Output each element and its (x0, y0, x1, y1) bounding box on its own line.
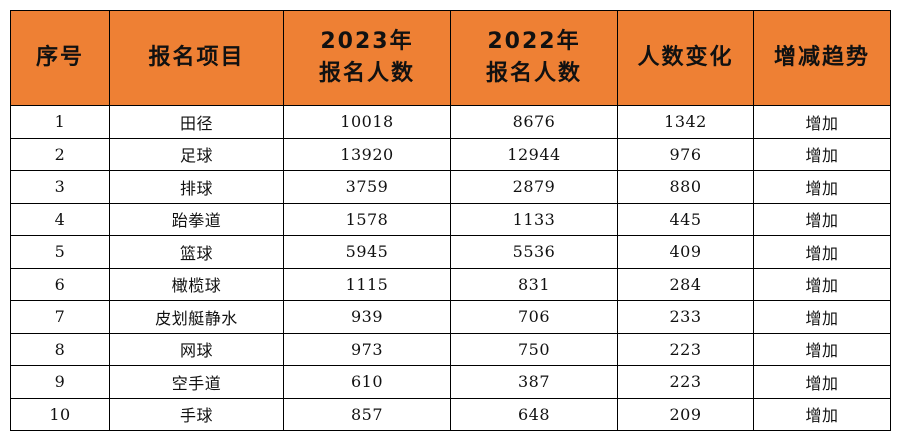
count-2022-cell: 8676 (450, 105, 618, 139)
index-cell: 5 (10, 235, 110, 269)
table-row: 1 田径 10018 8676 1342 增加 (10, 105, 891, 139)
header-cell-2022: 2022年报名人数 (450, 10, 618, 106)
index-cell: 2 (10, 137, 110, 171)
count-2022-cell: 387 (450, 365, 618, 399)
change-cell: 445 (617, 202, 754, 236)
count-2023-cell: 5945 (283, 235, 451, 269)
count-2023-cell: 857 (283, 397, 451, 431)
table-row: 2 足球 13920 12944 976 增加 (10, 137, 891, 171)
index-cell: 4 (10, 202, 110, 236)
count-2023-cell: 1578 (283, 202, 451, 236)
index-cell: 8 (10, 332, 110, 366)
header-text-line2: 报名人数 (485, 61, 582, 86)
header-text-line1: 2022年 (487, 29, 581, 54)
index-cell: 3 (10, 170, 110, 204)
trend-cell: 增加 (753, 105, 891, 139)
index-cell: 6 (10, 267, 110, 301)
event-cell: 空手道 (109, 365, 284, 399)
change-cell: 880 (617, 170, 754, 204)
trend-cell: 增加 (753, 332, 891, 366)
index-cell: 10 (10, 397, 110, 431)
event-cell: 橄榄球 (109, 267, 284, 301)
header-text: 序号 (35, 45, 84, 70)
count-2023-cell: 3759 (283, 170, 451, 204)
event-cell: 网球 (109, 332, 284, 366)
table-row: 6 橄榄球 1115 831 284 增加 (10, 267, 891, 301)
change-cell: 976 (617, 137, 754, 171)
event-cell: 皮划艇静水 (109, 300, 284, 334)
count-2022-cell: 1133 (450, 202, 618, 236)
index-cell: 7 (10, 300, 110, 334)
header-cell-event: 报名项目 (109, 10, 284, 106)
change-cell: 409 (617, 235, 754, 269)
header-text: 报名项目 (148, 45, 245, 70)
table-row: 5 篮球 5945 5536 409 增加 (10, 235, 891, 269)
count-2022-cell: 648 (450, 397, 618, 431)
count-2023-cell: 13920 (283, 137, 451, 171)
count-2023-cell: 610 (283, 365, 451, 399)
header-row: 序号 报名项目 2023年报名人数 2022年报名人数 人数变化 增减趋势 (10, 10, 891, 106)
count-2023-cell: 939 (283, 300, 451, 334)
table-row: 10 手球 857 648 209 增加 (10, 397, 891, 431)
header-text: 增减趋势 (773, 45, 870, 70)
count-2022-cell: 2879 (450, 170, 618, 204)
header-cell-index: 序号 (10, 10, 110, 106)
event-cell: 手球 (109, 397, 284, 431)
header-cell-change: 人数变化 (617, 10, 754, 106)
trend-cell: 增加 (753, 235, 891, 269)
count-2023-cell: 1115 (283, 267, 451, 301)
header-cell-trend: 增减趋势 (753, 10, 891, 106)
table-row: 4 跆拳道 1578 1133 445 增加 (10, 202, 891, 236)
trend-cell: 增加 (753, 300, 891, 334)
header-text-line2: 报名人数 (318, 61, 415, 86)
trend-cell: 增加 (753, 170, 891, 204)
event-cell: 田径 (109, 105, 284, 139)
count-2023-cell: 973 (283, 332, 451, 366)
header-cell-2023: 2023年报名人数 (283, 10, 451, 106)
header-text-line1: 2023年 (320, 29, 414, 54)
count-2022-cell: 706 (450, 300, 618, 334)
count-2022-cell: 750 (450, 332, 618, 366)
trend-cell: 增加 (753, 397, 891, 431)
table-header: 序号 报名项目 2023年报名人数 2022年报名人数 人数变化 增减趋势 (10, 10, 891, 106)
table-row: 8 网球 973 750 223 增加 (10, 332, 891, 366)
count-2022-cell: 831 (450, 267, 618, 301)
trend-cell: 增加 (753, 202, 891, 236)
table-row: 7 皮划艇静水 939 706 233 增加 (10, 300, 891, 334)
index-cell: 1 (10, 105, 110, 139)
event-cell: 篮球 (109, 235, 284, 269)
event-cell: 跆拳道 (109, 202, 284, 236)
table-body: 1 田径 10018 8676 1342 增加 2 足球 13920 12944 976 增加 3 排球 3… (10, 105, 891, 431)
change-cell: 233 (617, 300, 754, 334)
change-cell: 223 (617, 332, 754, 366)
change-cell: 1342 (617, 105, 754, 139)
table-row: 3 排球 3759 2879 880 增加 (10, 170, 891, 204)
change-cell: 223 (617, 365, 754, 399)
trend-cell: 增加 (753, 365, 891, 399)
change-cell: 284 (617, 267, 754, 301)
event-cell: 排球 (109, 170, 284, 204)
table-row: 9 空手道 610 387 223 增加 (10, 365, 891, 399)
count-2022-cell: 5536 (450, 235, 618, 269)
trend-cell: 增加 (753, 137, 891, 171)
change-cell: 209 (617, 397, 754, 431)
index-cell: 9 (10, 365, 110, 399)
header-text: 人数变化 (637, 45, 734, 70)
event-cell: 足球 (109, 137, 284, 171)
count-2023-cell: 10018 (283, 105, 451, 139)
count-2022-cell: 12944 (450, 137, 618, 171)
trend-cell: 增加 (753, 267, 891, 301)
